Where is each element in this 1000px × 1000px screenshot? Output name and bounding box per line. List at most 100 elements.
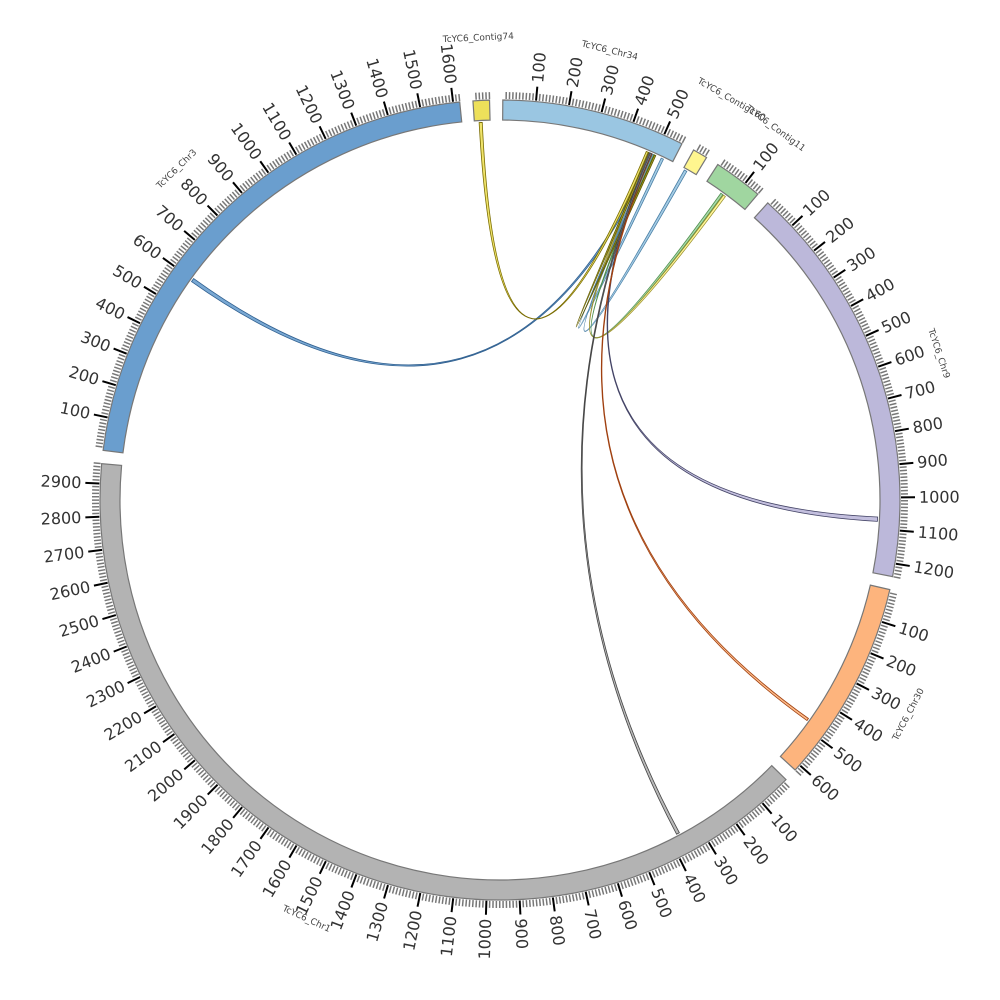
minor-tick (571, 98, 575, 106)
minor-tick (104, 598, 112, 602)
minor-tick (156, 716, 164, 722)
minor-tick (776, 789, 783, 796)
major-tick (839, 711, 853, 721)
minor-tick (672, 131, 678, 139)
minor-tick (138, 685, 146, 690)
minor-tick (885, 608, 893, 612)
minor-tick (819, 253, 827, 260)
minor-tick (147, 702, 155, 708)
minor-tick (160, 722, 168, 728)
minor-tick (277, 836, 283, 844)
minor-tick (775, 203, 782, 210)
minor-tick (365, 878, 370, 886)
tick-label: 100 (767, 811, 801, 847)
minor-tick (693, 850, 699, 858)
minor-tick (131, 322, 139, 327)
minor-tick (886, 392, 895, 397)
minor-tick (862, 670, 870, 676)
minor-tick (404, 889, 409, 898)
major-tick (584, 891, 590, 906)
major-tick (127, 676, 141, 685)
minor-tick (857, 679, 865, 685)
major-tick (870, 652, 884, 660)
minor-tick (260, 168, 267, 176)
minor-tick (312, 136, 318, 144)
major-tick (568, 91, 573, 106)
minor-tick (258, 170, 264, 178)
minor-tick (879, 366, 887, 371)
minor-tick (106, 388, 115, 393)
minor-tick (204, 217, 211, 224)
minor-tick (764, 800, 771, 807)
minor-tick (770, 198, 777, 205)
minor-tick (147, 292, 155, 298)
minor-tick (853, 307, 861, 313)
minor-tick (890, 409, 899, 413)
minor-tick (184, 754, 192, 761)
minor-tick (359, 116, 364, 124)
minor-tick (214, 207, 221, 214)
minor-tick (872, 347, 880, 352)
minor-tick (777, 205, 784, 212)
minor-tick (411, 101, 415, 109)
minor-tick (734, 168, 740, 176)
minor-tick (105, 601, 113, 605)
minor-tick (408, 102, 412, 110)
minor-tick (349, 120, 354, 128)
tick-label: 100 (528, 51, 550, 83)
minor-tick (411, 891, 415, 899)
major-tick (85, 515, 100, 519)
minor-tick (832, 722, 840, 729)
major-tick (93, 581, 108, 587)
minor-tick (295, 846, 301, 854)
tick-label: 900 (203, 150, 237, 186)
minor-tick (141, 304, 149, 310)
minor-tick (378, 882, 383, 891)
major-tick (113, 347, 128, 355)
minor-tick (275, 834, 281, 842)
minor-tick (897, 553, 905, 556)
minor-tick (195, 227, 202, 233)
minor-tick (158, 275, 166, 281)
minor-tick (101, 585, 109, 589)
minor-tick (252, 174, 259, 182)
minor-tick (102, 408, 110, 412)
minor-tick (337, 867, 342, 875)
minor-tick (359, 876, 364, 884)
minor-tick (860, 673, 868, 679)
minor-tick (207, 779, 214, 786)
minor-tick (307, 853, 312, 861)
major-tick (102, 380, 117, 387)
tick-label: 900 (511, 918, 531, 949)
minor-tick (848, 299, 856, 304)
minor-tick (856, 313, 864, 319)
minor-tick (142, 301, 150, 307)
minor-tick (461, 899, 464, 907)
minor-tick (103, 595, 111, 599)
minor-tick (139, 307, 147, 313)
minor-tick (713, 838, 719, 846)
ideogram-tcyc6-chr9 (753, 202, 901, 578)
minor-tick (362, 115, 367, 123)
major-tick (350, 112, 358, 127)
major-tick (648, 871, 656, 886)
minor-tick (581, 892, 585, 900)
minor-tick (166, 264, 173, 270)
minor-tick (809, 240, 816, 247)
minor-tick (666, 128, 671, 136)
minor-tick (277, 157, 283, 164)
major-tick (820, 739, 834, 750)
minor-tick (158, 719, 166, 725)
minor-tick (328, 129, 333, 137)
minor-tick (289, 149, 295, 157)
minor-tick (766, 798, 773, 805)
tick-label: 1000 (919, 487, 960, 506)
minor-tick (541, 94, 545, 102)
minor-tick (127, 331, 135, 336)
minor-tick (198, 769, 205, 776)
minor-tick (95, 555, 104, 559)
tick-label: 1000 (475, 918, 495, 959)
tick-label: 2600 (48, 577, 92, 604)
minor-tick (896, 559, 904, 563)
